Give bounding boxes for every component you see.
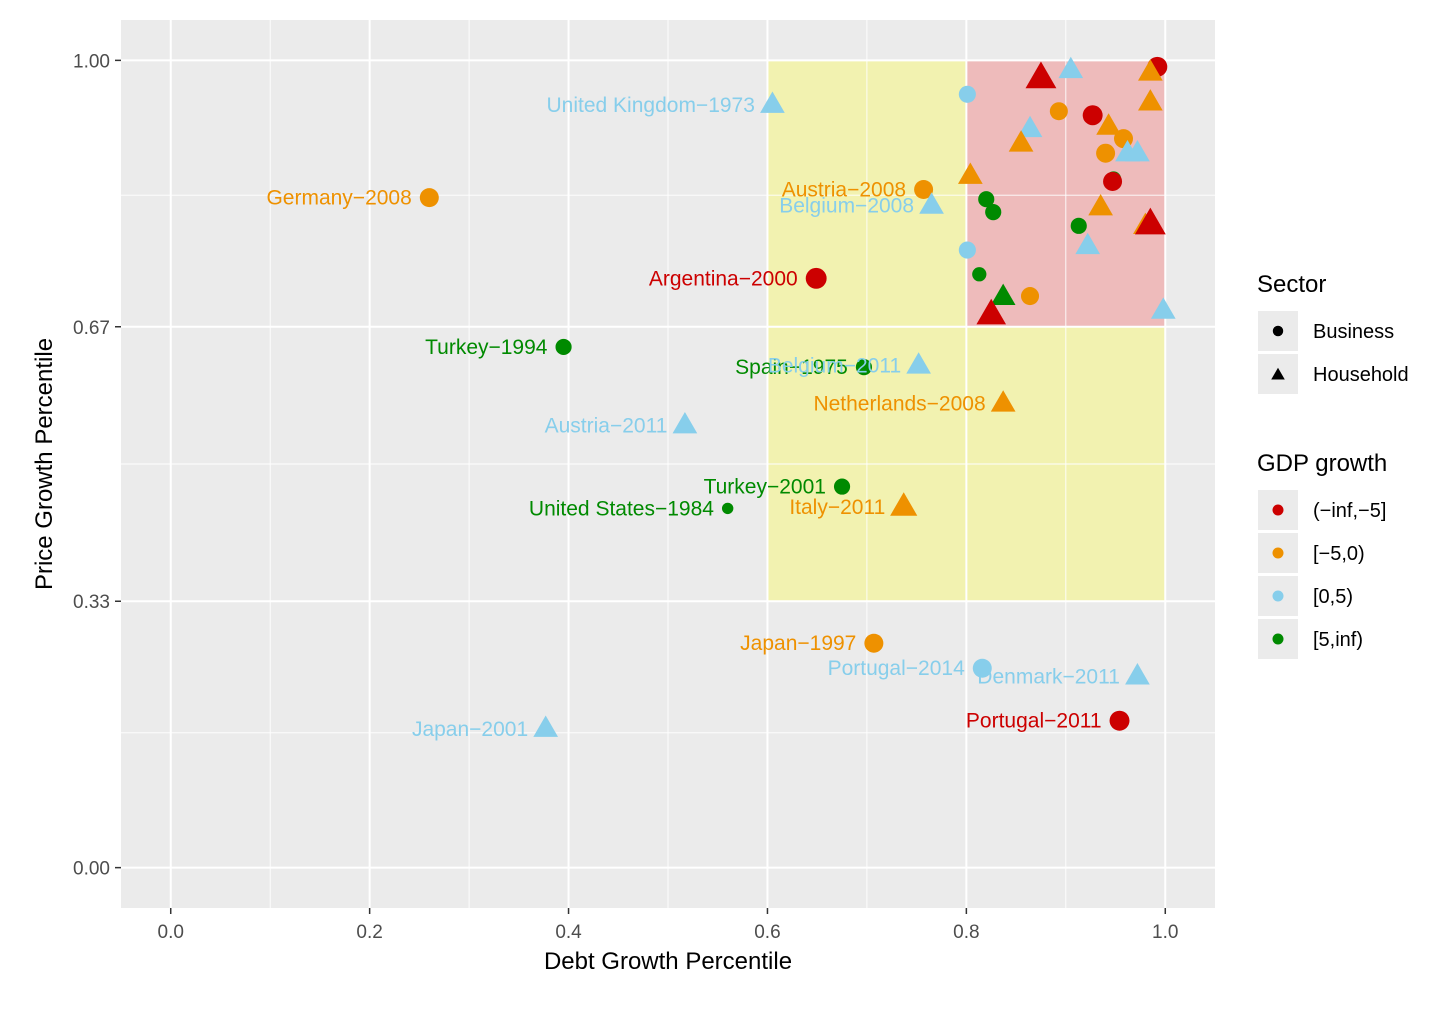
point-turkey-1994 <box>555 338 572 356</box>
point-austria-2011 <box>672 411 698 434</box>
data-point <box>1025 61 1057 89</box>
legend-label-household: Household <box>1313 364 1409 386</box>
data-point <box>1008 130 1034 152</box>
data-point <box>1088 194 1113 216</box>
x-tick-label: 0.0 <box>158 922 184 943</box>
legend-gdp-label-3: [5,inf) <box>1313 629 1363 651</box>
data-point <box>1138 89 1163 111</box>
data-point <box>978 191 995 208</box>
y-tick-label: 0.67 <box>73 318 110 339</box>
label-portugal-2014: Portugal−2014 <box>828 657 966 680</box>
x-tick-label: 0.4 <box>555 922 582 943</box>
point-spain-1975 <box>855 359 873 376</box>
label-argentina-2000: Argentina−2000 <box>649 267 798 290</box>
data-point <box>1138 59 1163 81</box>
data-point <box>972 267 987 282</box>
y-tick-label: 1.00 <box>73 51 110 72</box>
data-point <box>958 85 976 103</box>
point-austria-2008 <box>914 180 934 200</box>
data-point <box>1134 207 1166 235</box>
legend-label-business: Business <box>1313 321 1394 343</box>
data-point <box>1049 102 1068 121</box>
data-point <box>957 162 983 184</box>
data-point <box>1020 287 1040 306</box>
legend-gdp-label-0: (−inf,−5] <box>1313 500 1386 522</box>
y-tick-label: 0.33 <box>73 592 110 613</box>
label-spain-1975: Spain−1975 <box>735 356 848 379</box>
data-point <box>958 241 976 259</box>
legend-gdp-label-1: [−5,0) <box>1313 543 1365 565</box>
data-point <box>1070 217 1087 234</box>
grid-lines <box>121 20 1215 908</box>
point-germany-2008 <box>419 188 439 208</box>
data-point <box>1096 143 1116 163</box>
data-point <box>1075 232 1101 255</box>
point-italy-2011 <box>890 492 918 516</box>
label-belgium-2011: Belgium−2011 <box>768 355 901 378</box>
legend-sector-title: Sector <box>1257 271 1326 298</box>
data-point <box>985 204 1002 221</box>
y-axis-title: Price Growth Percentile <box>31 338 58 590</box>
data-point <box>1058 56 1084 79</box>
point-japan-1997 <box>864 633 884 653</box>
point-denmark-2011 <box>1125 663 1150 685</box>
point-labels: United Kingdom−1973 Germany−2008 Austria−2… <box>266 94 1119 741</box>
point-argentina-2000 <box>805 267 827 289</box>
label-turkey-1994: Turkey−1994 <box>425 336 548 359</box>
point-turkey-2001 <box>833 478 851 495</box>
label-austria-2008: Austria−2008 <box>782 179 906 202</box>
legend-gdp-marker-3 <box>1272 633 1284 645</box>
y-tick-label: 0.00 <box>73 859 110 880</box>
legend-marker-household <box>1271 367 1285 380</box>
x-axis-title: Debt Growth Percentile <box>544 948 792 975</box>
label-austria-2011: Austria−2011 <box>545 414 668 437</box>
data-point <box>976 298 1007 325</box>
label-japan-2001: Japan−2001 <box>412 718 528 741</box>
data-point <box>1103 171 1123 191</box>
data-point <box>990 283 1016 306</box>
label-belgium-2008: Belgium−2008 <box>779 195 914 218</box>
data-points <box>419 56 1176 737</box>
label-germany-2008: Germany−2008 <box>266 187 411 210</box>
legend-gdp-marker-1 <box>1272 547 1284 559</box>
label-united-kingdom-1973: United Kingdom−1973 <box>547 94 755 117</box>
label-portugal-2011: Portugal−2011 <box>966 710 1102 733</box>
data-point <box>1150 297 1176 319</box>
legend-gdp-marker-2 <box>1272 590 1284 602</box>
point-united-kingdom-1973 <box>760 91 785 113</box>
legend-marker-business <box>1272 325 1284 337</box>
data-point <box>1082 105 1103 126</box>
legend-gdp-title: GDP growth <box>1257 450 1387 477</box>
point-belgium-2008 <box>919 192 944 214</box>
label-united-states-1984: United States−1984 <box>529 497 714 520</box>
point-netherlands-2008 <box>990 390 1016 412</box>
point-portugal-2011 <box>1109 710 1130 731</box>
x-tick-label: 0.8 <box>953 922 979 943</box>
axes: 0.0 0.2 0.4 0.6 0.8 1.0 0.00 0.33 0.67 1.00 <box>73 51 1178 943</box>
point-japan-2001 <box>533 715 559 737</box>
label-turkey-2001: Turkey−2001 <box>704 476 826 499</box>
x-tick-label: 1.0 <box>1152 922 1178 943</box>
data-point <box>1017 115 1043 138</box>
legend-gdp-label-2: [0,5) <box>1313 586 1353 608</box>
point-belgium-2011 <box>906 352 931 374</box>
x-tick-label: 0.6 <box>754 922 780 943</box>
point-united-states-1984 <box>721 502 734 515</box>
legend: Sector GDP growth Business Household (−inf… <box>1257 271 1409 659</box>
legend-gdp-marker-0 <box>1272 504 1284 516</box>
label-italy-2011: Italy−2011 <box>789 496 885 519</box>
label-denmark-2011: Denmark−2011 <box>977 665 1120 688</box>
point-portugal-2014 <box>972 658 992 678</box>
label-japan-1997: Japan−1997 <box>740 632 856 655</box>
data-point <box>1096 113 1121 135</box>
x-tick-label: 0.2 <box>356 922 382 943</box>
data-point <box>1125 139 1150 162</box>
label-netherlands-2008: Netherlands−2008 <box>813 392 985 415</box>
